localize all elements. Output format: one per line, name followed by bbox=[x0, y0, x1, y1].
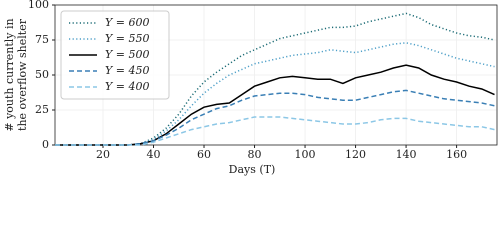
x-axis-label: Days (T) bbox=[229, 163, 276, 176]
y-axis-label: the overflow shelter bbox=[16, 18, 29, 131]
x-tick-label: 40 bbox=[147, 148, 161, 161]
y-tick-label: 100 bbox=[28, 0, 49, 11]
legend-label: Y = 450 bbox=[105, 64, 149, 77]
x-tick-label: 20 bbox=[96, 148, 110, 161]
legend-label: Y = 500 bbox=[105, 48, 149, 61]
y-tick-label: 50 bbox=[35, 68, 49, 81]
chart: Days (T) # youth currently in the overfl… bbox=[3, 0, 498, 176]
x-tick-label: 120 bbox=[345, 148, 366, 161]
legend-label: Y = 600 bbox=[105, 16, 149, 29]
series-line bbox=[55, 116, 495, 146]
legend-label: Y = 400 bbox=[105, 80, 149, 93]
series-line bbox=[55, 42, 495, 146]
x-tick-label: 100 bbox=[295, 148, 316, 161]
x-tick-label: 160 bbox=[446, 148, 467, 161]
y-tick-label: 25 bbox=[35, 103, 49, 116]
y-axis-label: # youth currently in bbox=[3, 18, 16, 131]
x-tick-label: 140 bbox=[396, 148, 417, 161]
y-tick-label: 75 bbox=[35, 33, 49, 46]
x-tick-label: 60 bbox=[197, 148, 211, 161]
legend-box bbox=[60, 10, 170, 100]
y-tick-label: 0 bbox=[42, 138, 49, 151]
series-line bbox=[55, 12, 495, 146]
series-line bbox=[55, 89, 495, 146]
legend-label: Y = 550 bbox=[105, 32, 149, 45]
plot-frame bbox=[54, 4, 498, 146]
series-line bbox=[55, 64, 495, 146]
x-tick-label: 80 bbox=[248, 148, 262, 161]
